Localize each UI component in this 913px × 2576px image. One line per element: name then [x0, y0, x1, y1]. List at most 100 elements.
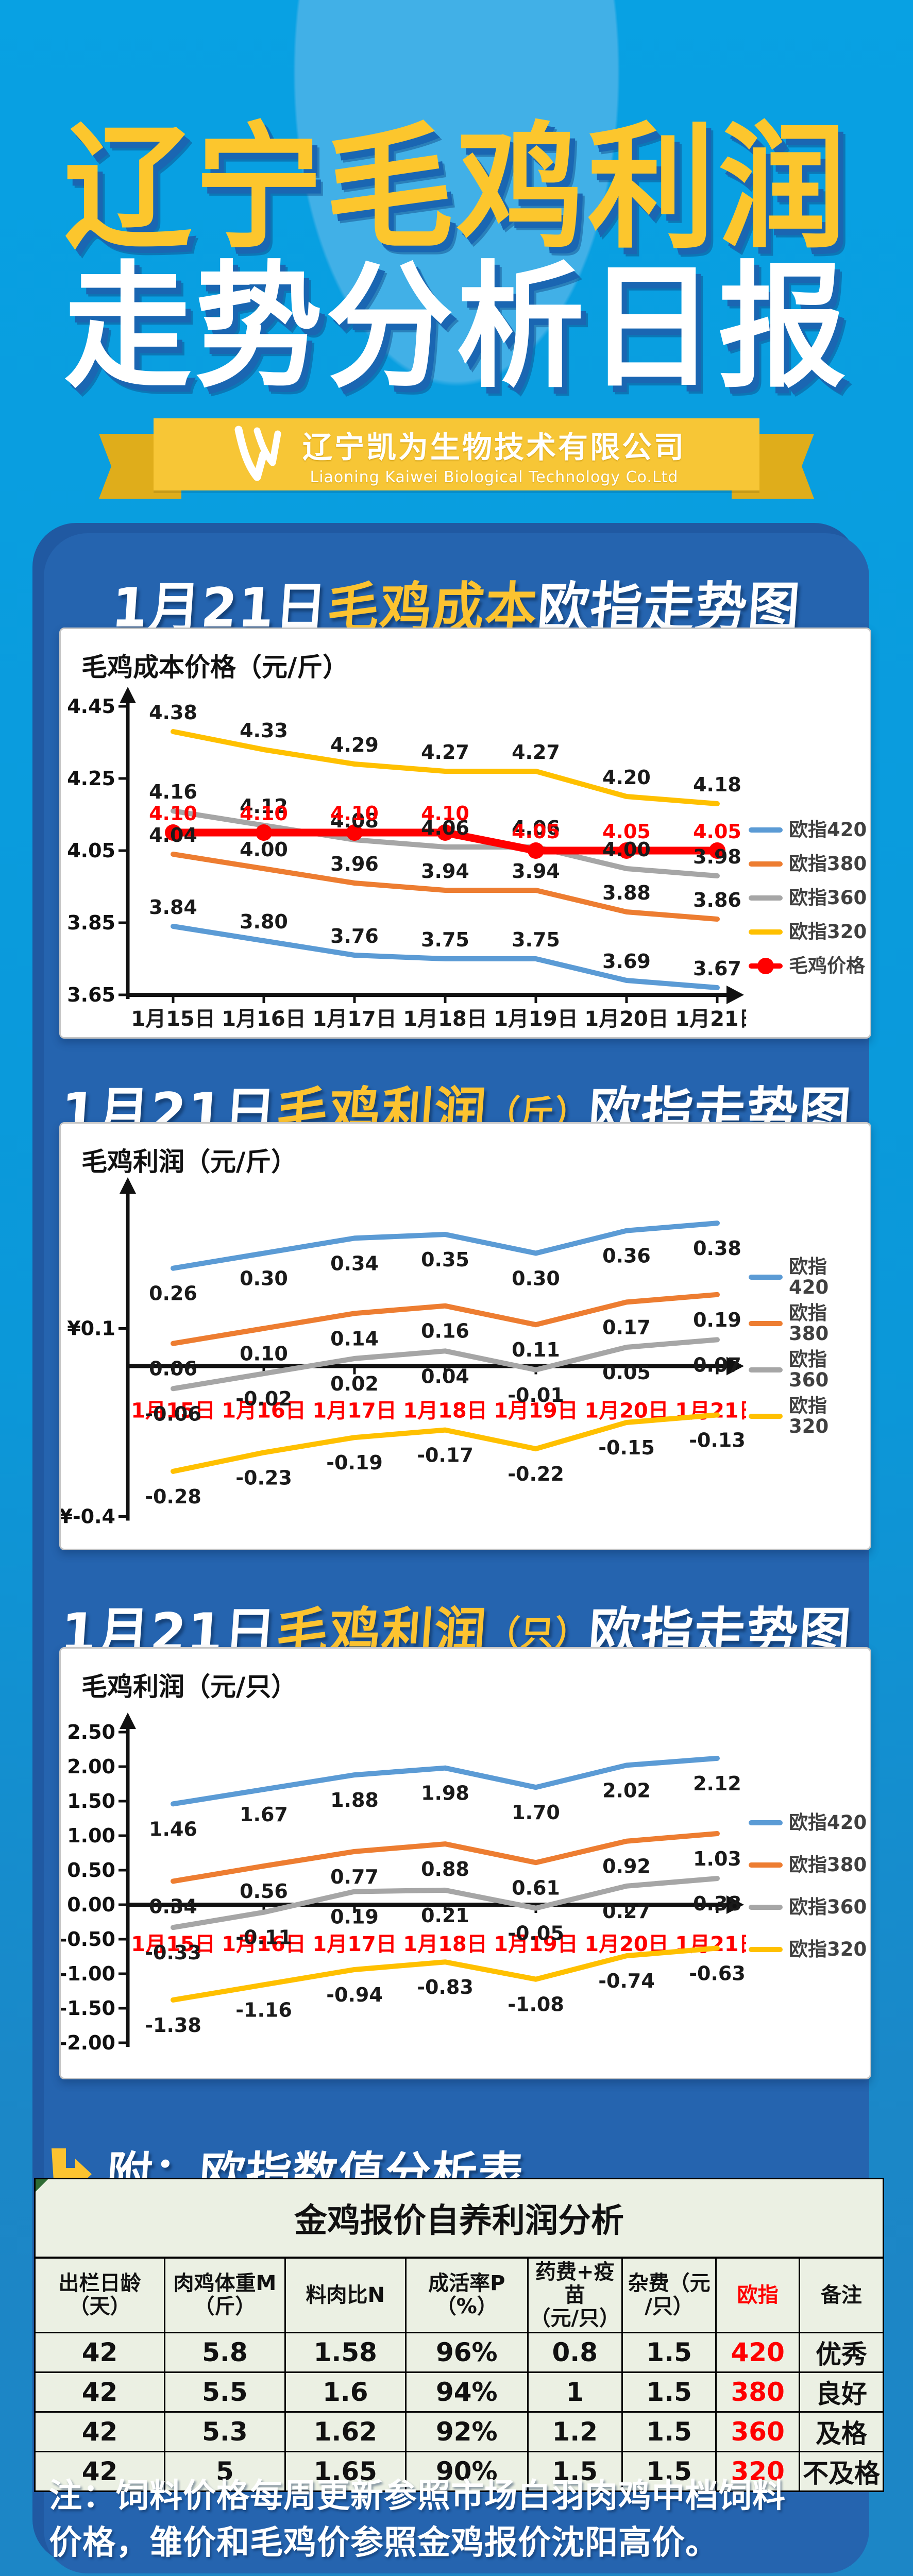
svg-text:4.00: 4.00 — [240, 838, 288, 861]
svg-text:0.06: 0.06 — [149, 1358, 197, 1380]
profit-per-bird-chart-card: 毛鸡利润（元/只） 2.50 2.00 1.50 1.00 0.50 0.00 -0.50 -… — [59, 1647, 871, 2079]
legend-line-sample — [749, 1862, 783, 1868]
table-header-cell: 肉鸡体重M （斤） — [163, 2257, 286, 2334]
svg-text:0.34: 0.34 — [330, 1252, 379, 1275]
banner-bar: 辽宁凯为生物技术有限公司 Liaoning Kaiwei Biological … — [154, 418, 759, 490]
svg-text:0.27: 0.27 — [602, 1900, 651, 1923]
svg-text:1月21日: 1月21日 — [675, 1007, 746, 1031]
svg-text:0.04: 0.04 — [421, 1365, 469, 1387]
svg-text:-1.50: -1.50 — [61, 1997, 115, 2020]
table-cell: 0.8 — [527, 2332, 623, 2374]
table-cell: 及格 — [798, 2411, 885, 2453]
svg-text:3.94: 3.94 — [421, 860, 469, 883]
svg-text:4.45: 4.45 — [67, 695, 115, 718]
svg-text:4.10: 4.10 — [330, 802, 379, 825]
svg-text:3.96: 3.96 — [330, 853, 379, 875]
svg-text:4.25: 4.25 — [67, 767, 115, 790]
table-cell: 良好 — [798, 2371, 885, 2413]
svg-text:4.33: 4.33 — [240, 719, 288, 742]
svg-text:3.69: 3.69 — [602, 950, 651, 973]
svg-text:2.00: 2.00 — [67, 1755, 115, 1778]
legend-label: 欧指420 — [789, 819, 867, 841]
svg-text:1.03: 1.03 — [693, 1848, 741, 1870]
footnote: 注：饲料价格每周更新参照市场白羽肉鸡中档饲料价格，雏价和毛鸡价参照金鸡报价沈阳高… — [49, 2477, 786, 2562]
svg-text:0.16: 0.16 — [421, 1320, 469, 1343]
svg-text:1.88: 1.88 — [330, 1789, 379, 1811]
legend-line-sample — [749, 1413, 783, 1419]
table-header-cell: 备注 — [798, 2257, 885, 2334]
svg-text:4.00: 4.00 — [602, 838, 651, 861]
table-cell: 1 — [527, 2371, 623, 2413]
svg-text:1月15日: 1月15日 — [131, 1399, 215, 1423]
svg-text:-0.19: -0.19 — [326, 1451, 383, 1474]
svg-text:0.50: 0.50 — [67, 1859, 115, 1882]
svg-text:3.76: 3.76 — [330, 925, 379, 947]
svg-text:0.30: 0.30 — [240, 1267, 288, 1290]
table-cell: 420 — [715, 2332, 800, 2374]
table-cell: 1.5 — [621, 2451, 717, 2493]
svg-text:0.34: 0.34 — [149, 1895, 197, 1918]
svg-text:4.18: 4.18 — [693, 773, 741, 796]
legend-line-sample — [749, 1904, 783, 1910]
table-cell: 92% — [404, 2411, 529, 2453]
legend-line-sample — [749, 957, 783, 974]
svg-text:0.17: 0.17 — [602, 1316, 651, 1338]
svg-text:0.92: 0.92 — [602, 1855, 651, 1878]
svg-text:-1.16: -1.16 — [235, 1998, 292, 2021]
svg-text:0.38: 0.38 — [693, 1892, 741, 1915]
svg-text:4.10: 4.10 — [240, 802, 288, 825]
svg-text:3.85: 3.85 — [67, 911, 115, 934]
svg-text:0.14: 0.14 — [330, 1327, 379, 1350]
svg-text:-0.23: -0.23 — [235, 1466, 292, 1489]
svg-text:4.05: 4.05 — [512, 820, 560, 843]
table-cell: 94% — [404, 2371, 529, 2413]
svg-text:1月17日: 1月17日 — [312, 1007, 397, 1031]
legend-item: 欧指420 — [749, 820, 867, 840]
legend-item: 欧指320 — [749, 1939, 867, 1960]
table-cell: 1.5 — [527, 2451, 623, 2493]
svg-text:1.50: 1.50 — [67, 1790, 115, 1812]
table-cell: 42 — [34, 2411, 165, 2453]
table-cell: 5 — [163, 2451, 286, 2493]
legend-line-sample — [749, 1274, 783, 1280]
svg-text:1月15日: 1月15日 — [131, 1933, 215, 1956]
table-cell: 1.62 — [284, 2411, 407, 2453]
svg-text:0.77: 0.77 — [330, 1866, 379, 1888]
svg-text:3.67: 3.67 — [693, 957, 741, 980]
svg-text:4.06: 4.06 — [512, 817, 560, 839]
svg-text:0.10: 0.10 — [240, 1343, 288, 1365]
svg-text:0.35: 0.35 — [421, 1248, 469, 1271]
table-header-cell: 药费+疫苗 （元/只） — [527, 2257, 623, 2334]
svg-text:1月16日: 1月16日 — [222, 1933, 306, 1956]
svg-text:-1.00: -1.00 — [61, 1962, 115, 1985]
svg-text:0.30: 0.30 — [512, 1267, 560, 1290]
svg-text:-0.11: -0.11 — [235, 1926, 292, 1949]
legend-item: 欧指420 — [749, 1812, 867, 1833]
profit-per-jin-chart-legend: 欧指 420 欧指 380 欧指 360 欧指 320 — [749, 1257, 829, 1437]
table-cell: 1.58 — [284, 2332, 407, 2374]
svg-text:0.11: 0.11 — [512, 1338, 560, 1361]
svg-text:-0.74: -0.74 — [598, 1970, 655, 1992]
table-cell: 1.6 — [284, 2371, 407, 2413]
svg-text:1.98: 1.98 — [421, 1782, 469, 1805]
svg-text:-0.50: -0.50 — [61, 1928, 115, 1951]
legend-label: 欧指360 — [789, 886, 867, 909]
svg-text:-0.06: -0.06 — [145, 1402, 201, 1425]
svg-text:4.38: 4.38 — [149, 701, 197, 724]
cost-chart-svg: 4.45 4.25 4.05 3.85 3.65 1月15日 1月16日 1月17日 1月18日… — [67, 687, 746, 1031]
svg-text:-0.63: -0.63 — [689, 1962, 746, 1985]
cost-chart-title: 毛鸡成本价格（元/斤） — [81, 652, 349, 682]
svg-text:0.61: 0.61 — [512, 1876, 560, 1899]
svg-text:0.05: 0.05 — [602, 1361, 651, 1384]
svg-text:2.50: 2.50 — [67, 1721, 115, 1743]
svg-text:3.88: 3.88 — [602, 882, 651, 904]
legend-line-sample — [749, 929, 783, 935]
svg-text:3.98: 3.98 — [693, 845, 741, 868]
svg-text:2.02: 2.02 — [602, 1779, 651, 1802]
